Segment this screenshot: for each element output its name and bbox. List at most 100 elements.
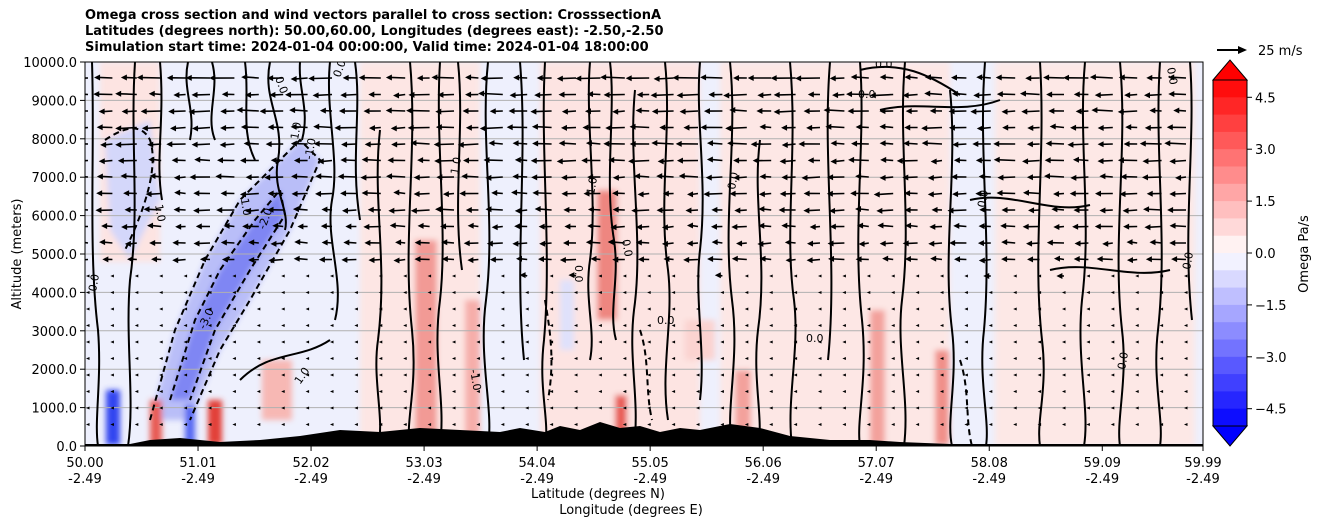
wind-vector <box>221 91 228 98</box>
wind-vector <box>321 239 328 246</box>
wind-vector-shaft <box>174 126 186 130</box>
wind-vector <box>525 357 529 360</box>
y-tick-label: 0.0 <box>56 440 77 455</box>
wind-vector-shaft <box>322 159 333 163</box>
wind-vector <box>185 74 192 81</box>
wind-vector <box>183 340 188 344</box>
wind-vector <box>340 157 347 164</box>
wind-vector <box>319 107 326 114</box>
wind-vector <box>232 324 236 327</box>
wind-vector <box>354 357 358 360</box>
wind-vector <box>183 423 188 426</box>
wind-vector-shaft <box>535 110 552 113</box>
contour-line <box>436 62 444 446</box>
wind-vector <box>1086 373 1090 377</box>
wind-vector-shaft <box>246 76 259 79</box>
wind-vector-shaft <box>730 126 747 130</box>
wind-vector <box>1062 307 1066 311</box>
wind-vector <box>706 156 713 163</box>
wind-vector <box>330 406 334 410</box>
wind-vector-shaft <box>711 142 723 145</box>
wind-vector <box>662 190 669 197</box>
wind-vector-shaft <box>439 208 455 211</box>
wind-vector-shaft <box>1173 93 1187 96</box>
wind-vector-shaft <box>983 258 991 262</box>
wind-vector <box>676 92 683 99</box>
wind-vector <box>512 140 519 147</box>
wind-vector <box>929 223 936 230</box>
wind-vector <box>193 190 200 197</box>
wind-vector <box>1117 157 1124 164</box>
wind-vector <box>393 257 400 264</box>
wind-vector-shaft <box>732 142 747 145</box>
wind-vector <box>143 206 150 213</box>
wind-vector <box>358 74 365 81</box>
wind-vector <box>305 307 310 311</box>
wind-vector <box>758 206 765 213</box>
contour-line <box>631 89 639 446</box>
wind-vector <box>622 390 627 393</box>
wind-vector <box>622 423 627 426</box>
wind-vector <box>1025 75 1032 82</box>
wind-vector <box>651 140 658 147</box>
colorbar-band <box>1213 287 1247 306</box>
wind-vector <box>1159 307 1164 311</box>
wind-vector <box>970 108 977 115</box>
wind-vector <box>491 189 498 196</box>
wind-vector <box>256 324 261 327</box>
wind-vector <box>948 124 955 131</box>
wind-vector <box>1086 390 1090 393</box>
wind-vector <box>855 256 862 263</box>
wind-vector <box>806 257 813 264</box>
contour-line <box>354 62 361 221</box>
wind-vector <box>208 390 212 393</box>
contour-line <box>755 139 763 446</box>
colorbar-band <box>1213 80 1247 98</box>
wind-vector-shaft <box>196 126 211 130</box>
contour-line <box>298 62 306 141</box>
wind-vector <box>733 174 740 181</box>
wind-vector <box>850 190 857 197</box>
wind-vector-shaft <box>150 192 162 195</box>
wind-vector <box>1124 92 1131 99</box>
wind-vector <box>952 141 959 148</box>
wind-vector <box>671 324 676 327</box>
x-tick-label-lon: -2.49 <box>520 472 554 487</box>
dashed-contour-line <box>959 359 973 446</box>
wind-vector <box>891 390 895 393</box>
wind-vector <box>1027 124 1034 131</box>
wind-vector <box>1135 324 1139 327</box>
wind-vector <box>403 291 407 294</box>
wind-vector <box>720 324 724 327</box>
wind-vector-shaft <box>666 225 674 229</box>
wind-vector <box>866 307 871 311</box>
wind-vector <box>720 307 724 311</box>
wind-vector <box>795 75 802 82</box>
wind-vector <box>437 91 444 98</box>
wind-vector-shaft <box>658 77 674 80</box>
wind-vector <box>725 125 732 132</box>
wind-vector <box>940 324 944 327</box>
contour-line <box>1037 62 1045 446</box>
wind-vector <box>183 357 188 360</box>
wind-vector <box>904 124 911 131</box>
contour-line <box>541 62 548 446</box>
wind-vector <box>972 140 979 147</box>
wind-vector <box>1159 291 1164 294</box>
wind-vector-shaft <box>887 257 894 261</box>
wind-vector-shaft <box>764 257 772 261</box>
wind-vector <box>403 390 407 393</box>
wind-vector <box>842 274 846 278</box>
wind-vector <box>637 256 644 263</box>
wind-vector <box>558 91 565 98</box>
wind-vector <box>452 357 456 360</box>
wind-vector <box>832 92 839 99</box>
wind-vector <box>842 291 846 294</box>
wind-vector <box>940 423 944 426</box>
wind-vector-shaft <box>605 76 625 79</box>
wind-vector <box>1062 423 1066 426</box>
wind-vector <box>378 423 383 426</box>
wind-vector <box>208 423 212 426</box>
wind-vector <box>489 256 496 263</box>
wind-vector <box>393 92 400 99</box>
